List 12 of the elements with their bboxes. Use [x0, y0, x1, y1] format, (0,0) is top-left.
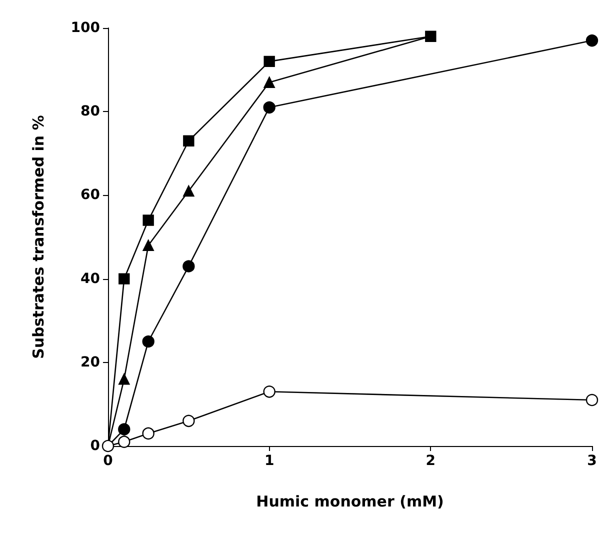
x-tick-label: 3: [587, 453, 597, 469]
y-tick-label: 100: [70, 20, 100, 36]
x-axis-title: Humic monomer (mM): [256, 492, 444, 510]
y-tick-label: 0: [90, 438, 100, 454]
y-tick-label: 60: [80, 187, 100, 204]
y-tick-label: 40: [80, 270, 100, 287]
x-tick-label: 2: [426, 453, 436, 469]
x-tick-label: 0: [103, 453, 114, 469]
y-axis-title: Substrates transformed in %: [30, 115, 48, 359]
y-tick-label: 20: [80, 354, 100, 370]
x-tick-label: 1: [264, 453, 274, 469]
y-tick-label: 80: [80, 104, 100, 120]
